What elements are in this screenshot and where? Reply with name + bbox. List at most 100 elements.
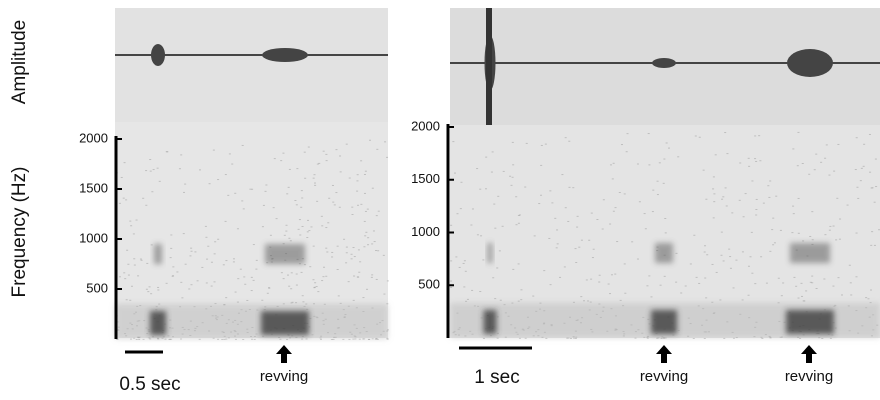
noise [176,271,179,273]
noise [612,162,615,164]
noise [582,300,585,302]
noise [492,277,495,279]
noise [646,337,649,339]
noise [450,286,453,288]
noise [750,231,753,233]
noise [383,293,386,295]
noise [732,337,735,339]
noise [496,267,499,269]
noise [367,338,370,340]
noise [307,146,310,148]
noise [362,297,365,299]
noise [856,186,859,188]
energy [261,311,309,335]
noise [165,151,168,153]
noise [196,280,199,282]
noise [287,186,290,188]
noise [744,193,747,195]
noise [652,189,655,191]
noise [213,253,216,255]
noise [330,338,333,340]
noise [724,132,727,134]
noise [499,299,502,301]
noise [227,194,230,196]
noise [351,206,354,208]
noise [471,289,474,291]
noise [150,244,153,246]
noise [796,165,799,167]
noise [591,257,594,259]
noise [517,300,520,302]
noise [251,188,254,190]
noise [698,282,701,284]
noise [303,151,306,153]
noise [619,299,622,301]
noise [460,181,463,183]
noise [331,184,334,186]
noise [515,224,518,226]
noise [795,285,798,287]
noise [351,213,354,215]
noise [693,234,696,236]
noise [366,288,369,290]
noise [638,201,641,203]
noise [702,169,705,171]
noise [677,156,680,158]
noise [313,287,316,289]
noise [719,299,722,301]
noise [698,136,701,138]
noise [454,172,457,174]
noise [205,236,208,238]
noise [569,337,572,339]
noise [243,276,246,278]
noise [545,337,548,339]
noise [647,133,650,135]
noise [801,295,804,297]
noise [863,143,866,145]
noise [668,147,671,149]
noise [803,300,806,302]
noise [368,139,371,141]
noise [363,192,366,194]
noise [376,148,379,150]
noise [598,281,601,283]
noise [802,240,805,242]
noise [231,163,234,165]
noise [152,169,155,171]
noise [544,143,547,145]
noise [659,284,662,286]
noise [225,338,228,340]
noise [130,225,133,227]
noise [295,284,298,286]
noise [280,160,283,162]
noise [651,211,654,213]
energy [487,243,493,263]
noise [614,207,617,209]
noise [656,180,659,182]
noise [726,153,729,155]
noise [518,337,521,339]
noise [865,297,868,299]
noise [498,250,501,252]
noise [286,193,289,195]
noise [336,269,339,271]
noise [190,284,193,286]
noise [773,242,776,244]
noise [343,238,346,240]
noise [170,338,173,340]
noise [308,230,311,232]
noise [282,243,285,245]
noise [241,200,244,202]
noise [377,250,380,252]
noise [169,257,172,259]
noise [631,241,634,243]
noise [352,338,355,340]
noise [855,137,858,139]
noise [345,246,348,248]
noise [463,286,466,288]
noise [722,196,725,198]
noise [650,296,653,298]
noise [797,232,800,234]
noise [138,338,141,340]
